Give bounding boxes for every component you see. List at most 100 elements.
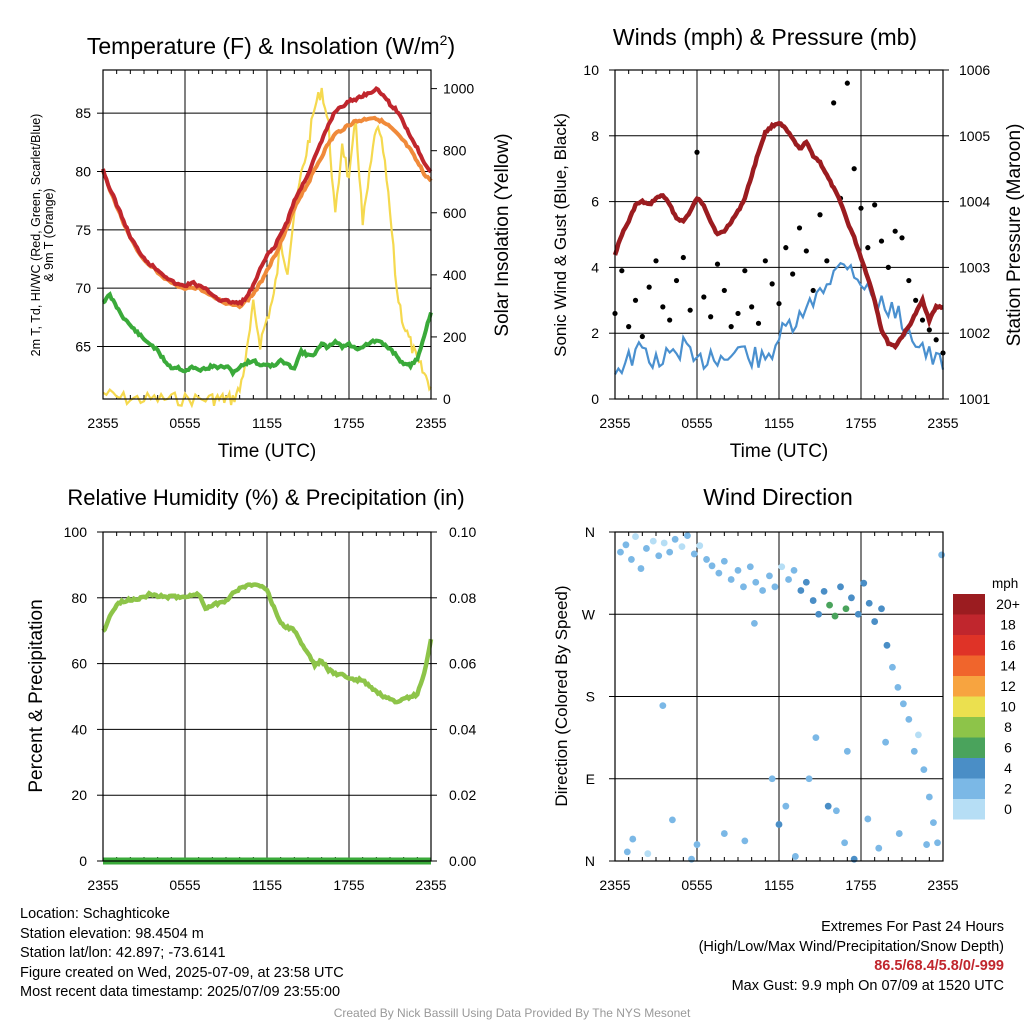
wind-direction-point	[920, 766, 928, 774]
gust-point	[872, 202, 878, 208]
gust-point	[769, 281, 775, 287]
extremes-values: 86.5/68.4/5.8/0/-999	[874, 958, 1004, 975]
wind-direction-point	[741, 837, 749, 845]
wind-direction-point	[833, 807, 840, 815]
credit-line: Created By Nick Bassill Using Data Provi…	[333, 1006, 691, 1020]
y-tick-label: 75	[75, 222, 91, 238]
gust-point	[639, 333, 645, 340]
wind-direction-point	[708, 562, 716, 570]
wind-direction-point	[759, 587, 766, 594]
x-tick-label: 1755	[845, 415, 876, 431]
x-tick-label: 2355	[415, 877, 446, 893]
wind-direction-point	[824, 802, 832, 810]
gust-point	[619, 268, 625, 274]
wind-direction-point	[671, 535, 679, 543]
gust-point	[653, 258, 659, 264]
wind-direction-point	[875, 844, 883, 852]
wind-direction-point	[785, 576, 792, 583]
x-tick-label: 2355	[87, 415, 118, 431]
x-tick-label: 1755	[333, 877, 364, 893]
y-tick-label: 8	[591, 128, 599, 144]
wind-direction-point	[766, 572, 773, 580]
wind-direction-point	[775, 821, 783, 828]
colorbar-swatch	[953, 737, 985, 758]
wind-direction-point	[812, 734, 820, 742]
y2-tick-label: 0.10	[449, 524, 476, 540]
gust-point	[913, 297, 919, 303]
y2-tick-label: 400	[443, 267, 467, 283]
gust-point	[817, 212, 823, 218]
wind-direction-point	[938, 551, 946, 559]
wind-direction-point	[649, 537, 657, 545]
gust-point	[824, 258, 830, 264]
colorbar-swatch	[953, 799, 985, 820]
y-tick-label: N	[585, 524, 595, 540]
x-tick-label: 0555	[681, 877, 712, 893]
gust-point	[783, 245, 789, 251]
gust-point	[687, 307, 693, 313]
gust-point	[892, 228, 898, 234]
wind-direction-point	[802, 578, 810, 586]
colorbar-label: 10	[1000, 699, 1016, 715]
wind-direction-point	[693, 841, 701, 848]
wind-direction-point	[752, 578, 760, 586]
wind-direction-point	[889, 663, 896, 671]
x-tick-label: 0555	[681, 415, 712, 431]
y-axis-label: Percent & Precipitation	[26, 599, 47, 792]
y-axis-label-line2: & 9m T (Orange)	[42, 188, 56, 281]
x-tick-label: 1155	[764, 415, 794, 431]
wind-direction-point	[727, 576, 735, 583]
y2-tick-label: 1005	[959, 128, 990, 144]
temperature-panel: 2355 0555 1155 1755 2355 65 70 75 80 85 0 200 400 600…	[29, 32, 513, 462]
wind-direction-point	[771, 583, 779, 591]
gust-point	[919, 317, 926, 323]
dewpoint-line	[101, 291, 433, 378]
wind-direction-point	[871, 618, 879, 625]
wind-direction-point	[637, 565, 645, 572]
gust-point	[626, 324, 632, 330]
gust-point	[714, 261, 721, 267]
wind-direction-point	[895, 830, 903, 837]
wind-direction-point	[894, 683, 902, 691]
wind-direction-point	[678, 543, 686, 551]
y2-axis-label: Solar Insolation (Yellow)	[492, 133, 513, 336]
wind-direction-point	[734, 566, 742, 574]
wind-direction-point	[778, 563, 786, 571]
chart-title: Temperature (F) & Insolation (W/m2)	[87, 32, 455, 59]
wind-direction-point	[660, 539, 668, 547]
wind-direction-point	[842, 605, 850, 613]
wind-direction-point	[865, 599, 873, 607]
gust-point	[673, 277, 680, 284]
gust-point	[810, 287, 816, 294]
colorbar-label: 14	[1000, 658, 1016, 674]
y2-tick-label: 1001	[959, 391, 990, 407]
wind-direction-point	[843, 747, 851, 755]
y2-tick-label: 0.04	[449, 721, 476, 737]
colorbar-label: 20+	[996, 596, 1020, 612]
gust-point	[858, 205, 864, 211]
y-tick-label: 2	[591, 325, 599, 341]
x-tick-label: 1755	[845, 877, 876, 893]
y2-tick-label: 1006	[959, 62, 990, 78]
gust-point	[701, 294, 707, 300]
gust-point	[708, 314, 714, 320]
wind-direction-point	[848, 594, 855, 602]
gust-point	[667, 317, 673, 323]
gust-point	[742, 268, 748, 274]
humidity-line	[101, 582, 434, 705]
wind-direction-point	[815, 610, 823, 618]
wind-direction-point	[820, 588, 828, 595]
y2-tick-label: 1000	[443, 81, 474, 97]
winds-panel: 2355 0555 1155 1755 235502468101001100210031…	[551, 24, 1024, 462]
gust-point	[933, 337, 939, 343]
y-tick-label: 80	[71, 590, 87, 606]
colorbar-label: 18	[1000, 617, 1016, 633]
x-tick-label: 2355	[927, 415, 958, 431]
x-tick-label: 0555	[169, 415, 200, 431]
gust-point	[796, 225, 803, 231]
x-tick-label: 2355	[599, 877, 630, 893]
gust-point	[680, 254, 686, 261]
wind-direction-point	[622, 541, 630, 549]
colorbar-swatch	[953, 758, 985, 779]
